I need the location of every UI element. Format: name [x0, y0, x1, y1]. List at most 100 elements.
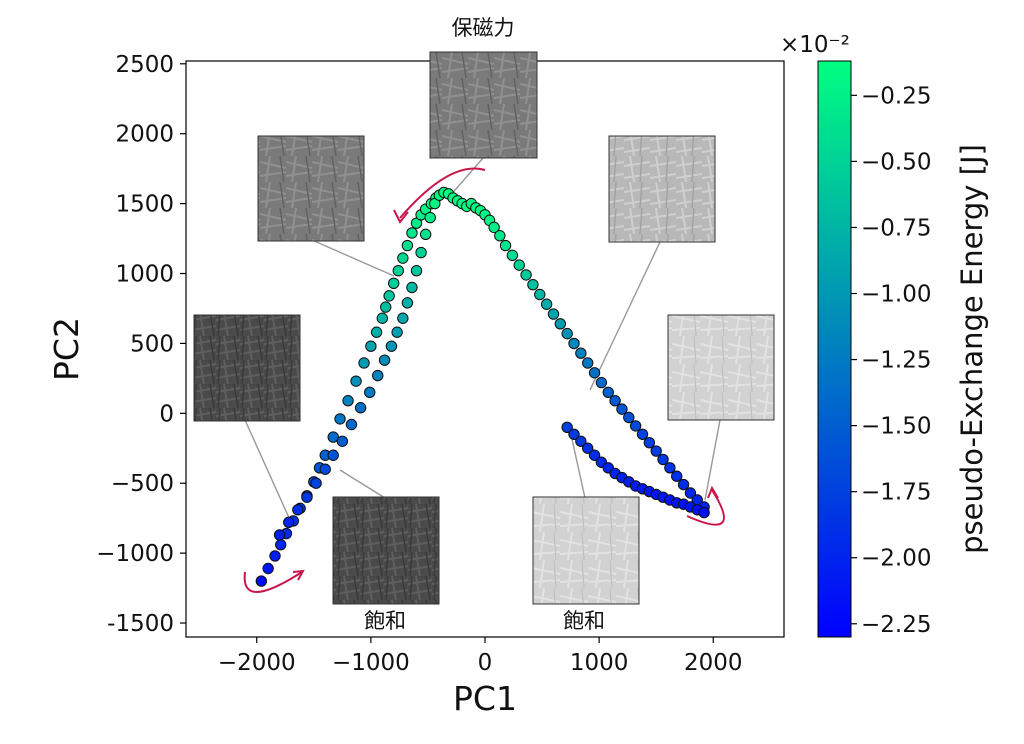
y-tick-label: 2500: [115, 52, 174, 78]
x-tick-label: −1000: [332, 650, 410, 676]
y-tick-label: 2000: [115, 122, 174, 148]
data-point: [506, 249, 519, 262]
domain-image-bottom-left: [332, 496, 440, 605]
colorbar-tick-label: −1.50: [861, 414, 931, 440]
domain-image-right: [667, 314, 775, 421]
data-point: [401, 239, 414, 252]
data-point: [415, 246, 427, 259]
data-point: [671, 470, 683, 482]
data-point: [602, 386, 614, 399]
y-tick-label: -1500: [107, 611, 174, 637]
leader-line: [339, 469, 386, 499]
data-point: [568, 337, 580, 350]
data-point: [527, 278, 539, 291]
data-point: [319, 463, 331, 475]
data-point: [376, 312, 388, 324]
data-point: [283, 516, 295, 529]
data-point: [575, 435, 587, 447]
data-point: [664, 462, 676, 474]
data-point: [292, 504, 304, 516]
data-point: [520, 269, 532, 281]
data-point: [534, 288, 546, 301]
data-point: [623, 411, 635, 424]
data-point: [406, 281, 418, 294]
direction-arrows: [243, 167, 725, 593]
data-point: [588, 449, 601, 461]
leader-line: [569, 429, 586, 499]
data-point: [609, 395, 621, 407]
leader-line: [244, 419, 291, 521]
x-tick-label: 0: [478, 650, 493, 676]
annotation-saturation-right: 飽和: [563, 609, 605, 633]
data-point: [327, 431, 339, 443]
colorbar-multiplier: ×10⁻²: [780, 32, 850, 58]
domain-images: [193, 51, 775, 605]
data-point: [677, 478, 690, 491]
colorbar-tick-label: −2.25: [861, 612, 931, 638]
colorbar-tick-label: −0.50: [861, 149, 931, 175]
colorbar-tick-label: −2.00: [861, 546, 931, 572]
data-point: [372, 369, 384, 382]
data-point: [354, 402, 367, 414]
data-point: [365, 340, 377, 352]
colorbar-tick-label: −0.75: [861, 215, 931, 241]
data-point: [588, 367, 601, 379]
leader-line: [589, 241, 661, 391]
data-point: [275, 539, 287, 551]
data-point: [488, 221, 500, 234]
annotation-coercivity: 保磁力: [452, 16, 515, 40]
data-point: [255, 575, 268, 587]
data-point: [657, 453, 669, 466]
domain-image-upper-left: [257, 135, 365, 242]
data-point: [561, 421, 573, 433]
data-point: [269, 550, 281, 562]
data-point: [327, 449, 339, 461]
data-point: [650, 445, 662, 457]
data-point: [397, 312, 409, 324]
data-point: [554, 318, 567, 330]
data-point: [561, 327, 573, 340]
data-point: [616, 403, 628, 415]
data-point: [547, 308, 560, 320]
x-tick-label: −2000: [218, 650, 296, 676]
data-point: [410, 265, 423, 277]
data-point: [301, 491, 313, 503]
data-point: [336, 435, 349, 447]
colorbar-label: pseudo-Exchange Energy [J]: [955, 144, 989, 554]
data-point: [350, 375, 362, 387]
data-point: [262, 562, 274, 575]
data-point: [540, 298, 553, 310]
y-tick-label: −1000: [96, 541, 174, 567]
domain-image-top: [429, 51, 538, 159]
leader-line: [311, 239, 395, 277]
leader-lines: [244, 157, 721, 521]
y-tick-label: 0: [159, 401, 174, 427]
y-axis: 2500 2000 1500 1000 500 0 −500 −1000 -1500: [96, 52, 186, 637]
data-point: [378, 354, 391, 366]
data-point: [629, 420, 642, 432]
domain-image-left: [193, 314, 301, 422]
arrow-bottom-left-head: [292, 569, 305, 581]
data-point: [370, 326, 383, 338]
x-axis-label: PC1: [453, 679, 517, 718]
colorbar-ticks: −0.25 −0.50 −0.75 −1.00 −1.25 −1.50 −1.75 −2.00…: [851, 83, 931, 638]
arrow-right: [686, 489, 725, 526]
data-point: [358, 357, 370, 369]
data-point: [397, 252, 409, 264]
arrow-right-head: [707, 485, 719, 499]
leader-line: [704, 419, 721, 501]
x-tick-label: 1000: [570, 650, 629, 676]
data-point: [636, 428, 649, 440]
data-point: [568, 428, 580, 440]
data-point: [391, 326, 403, 338]
data-point: [499, 239, 512, 252]
leader-line: [448, 157, 484, 198]
data-point: [595, 376, 608, 389]
data-point: [582, 442, 594, 454]
data-point: [342, 395, 354, 407]
scatter-points: [255, 186, 710, 587]
arrow-bottom-left: [243, 571, 303, 593]
data-point: [334, 413, 346, 425]
colorbar-tick-label: −0.25: [861, 83, 931, 109]
